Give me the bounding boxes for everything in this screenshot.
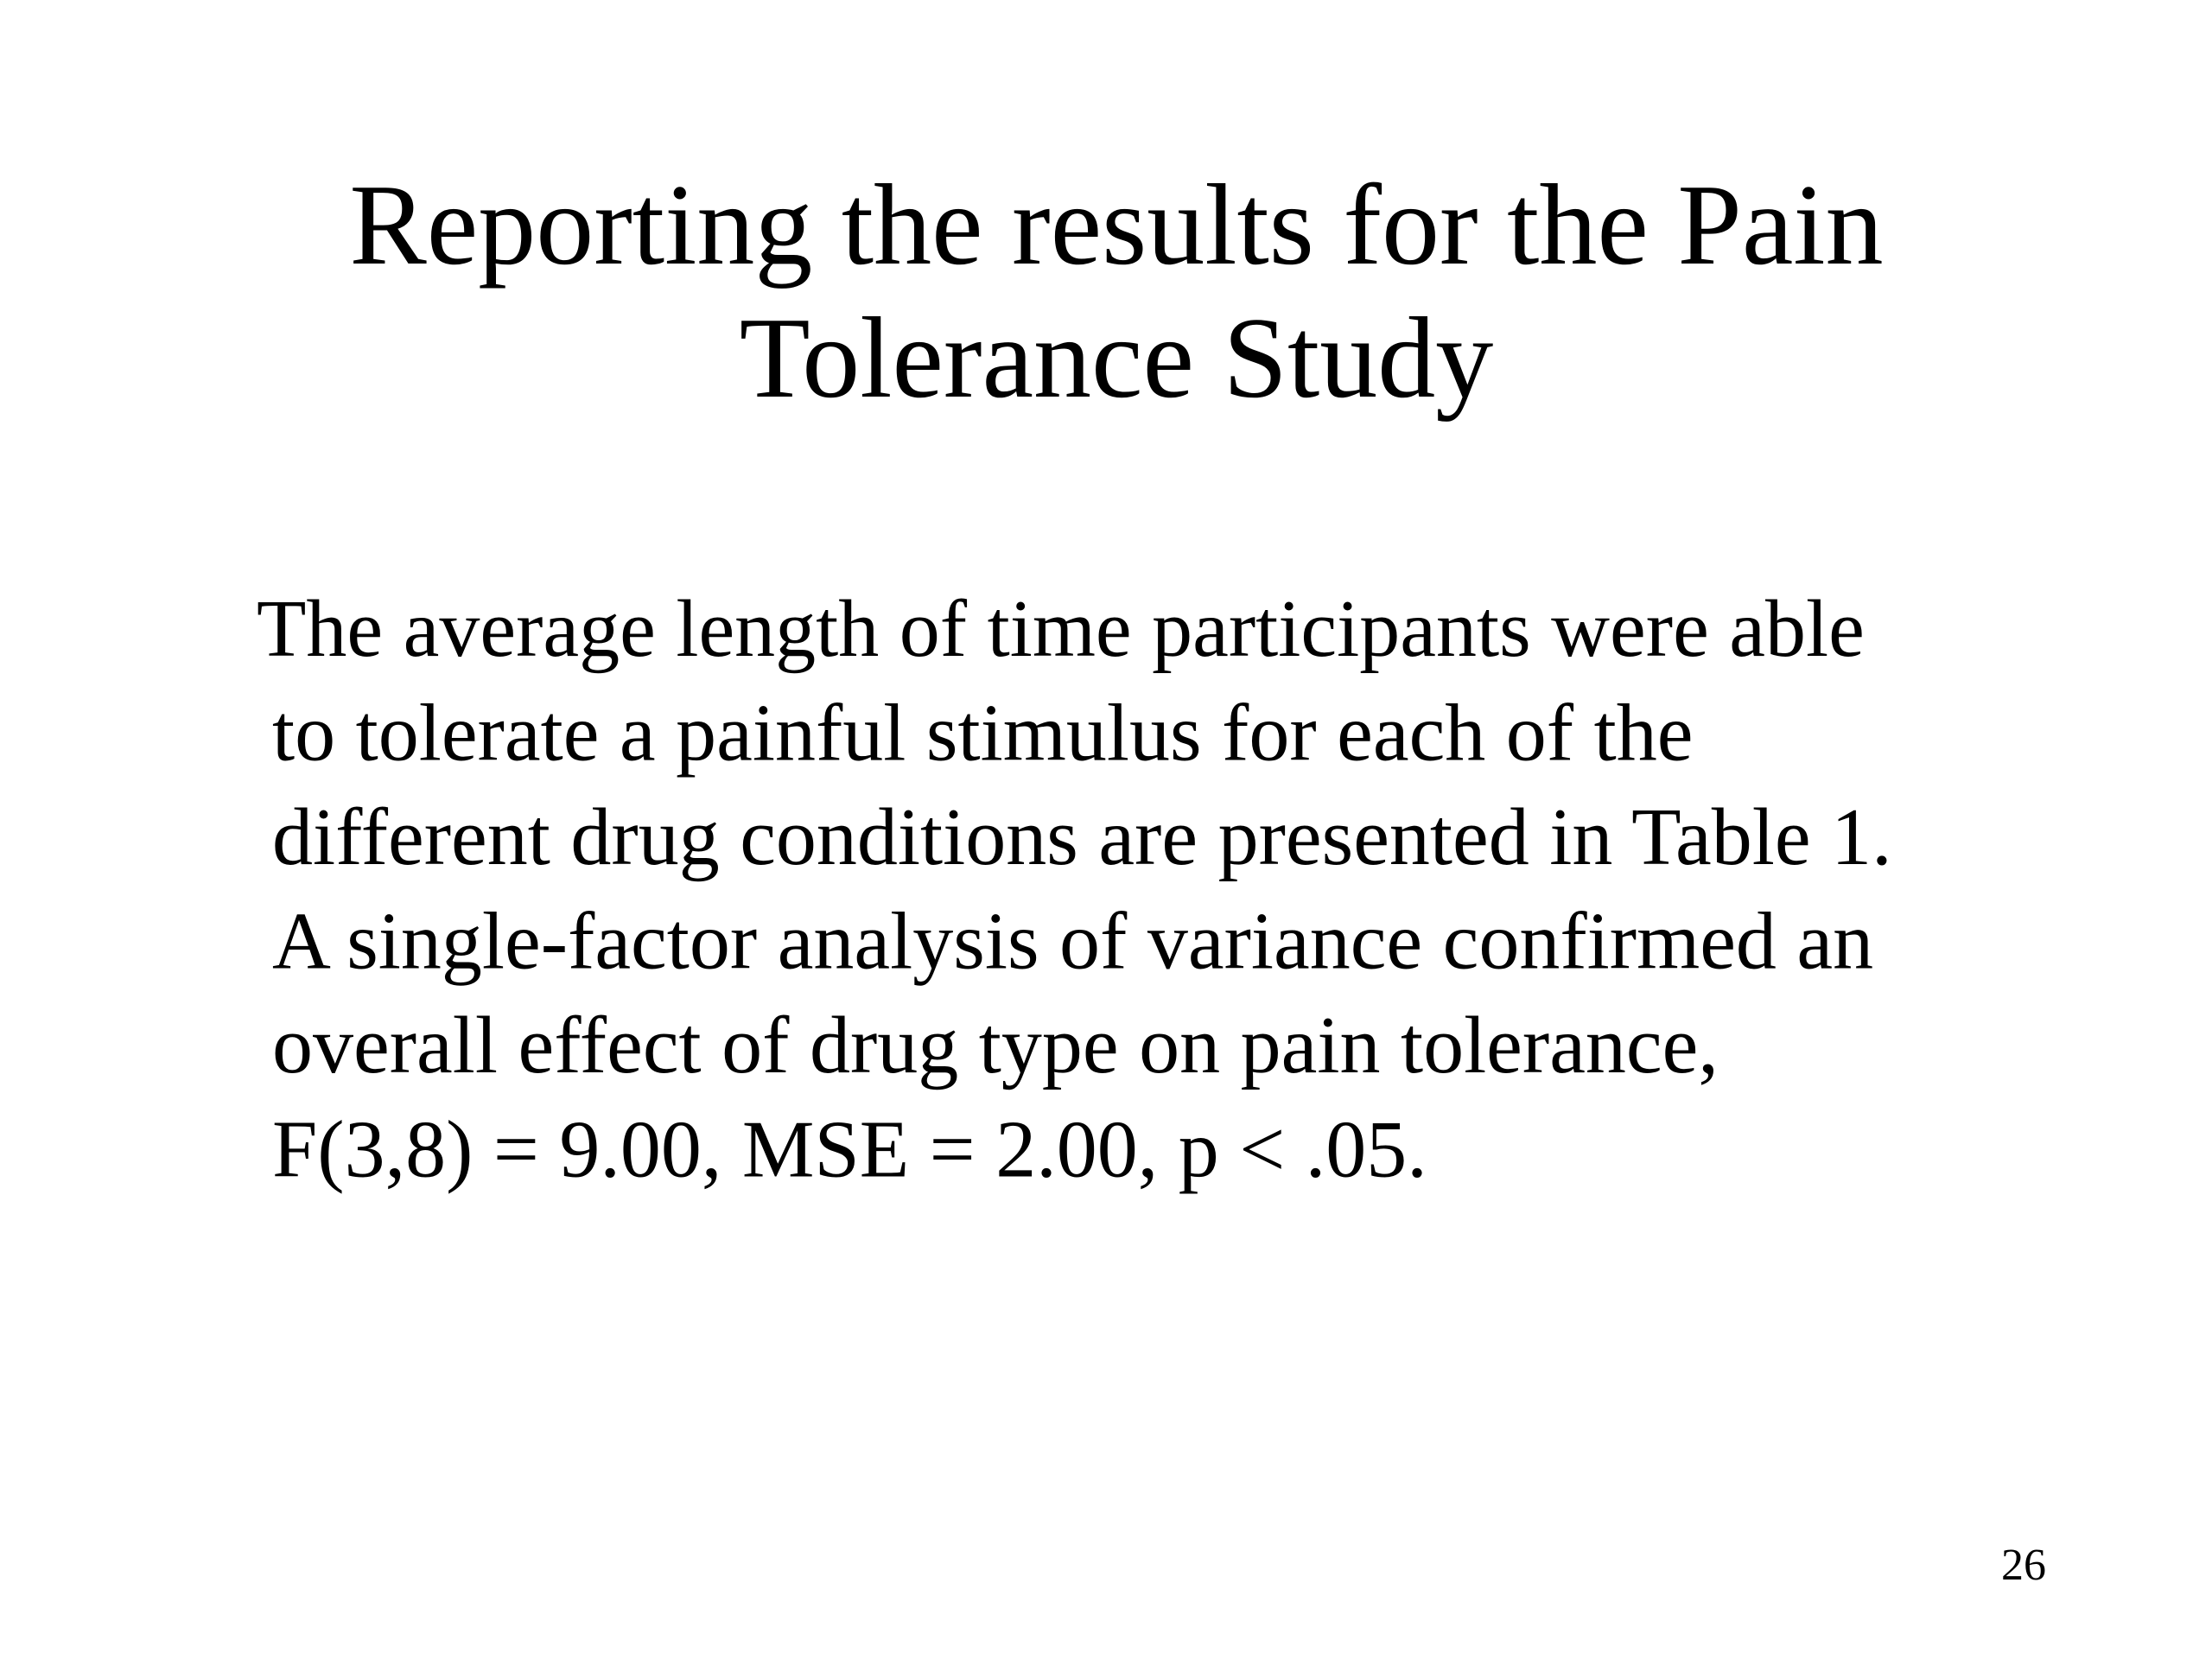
body-text: The average length of time participants … (257, 584, 1892, 1195)
body-line: A single-factor analysis of variance con… (272, 897, 1873, 987)
page-number: 26 (2001, 1541, 2046, 1590)
body-line: F(3,8) = 9.00, MSE = 2.00, p < .05. (272, 1105, 1427, 1195)
body-line: to tolerate a painful stimulus for each … (272, 689, 1693, 779)
body-line: The average length of time participants … (257, 584, 1865, 674)
title: Reporting the results for the PainTolera… (349, 161, 1883, 422)
title-line: Tolerance Study (740, 294, 1494, 422)
title-line: Reporting the results for the Pain (349, 161, 1883, 289)
body-line: different drug conditions are presented … (272, 792, 1892, 882)
body-line: overall effect of drug type on pain tole… (272, 1001, 1719, 1090)
